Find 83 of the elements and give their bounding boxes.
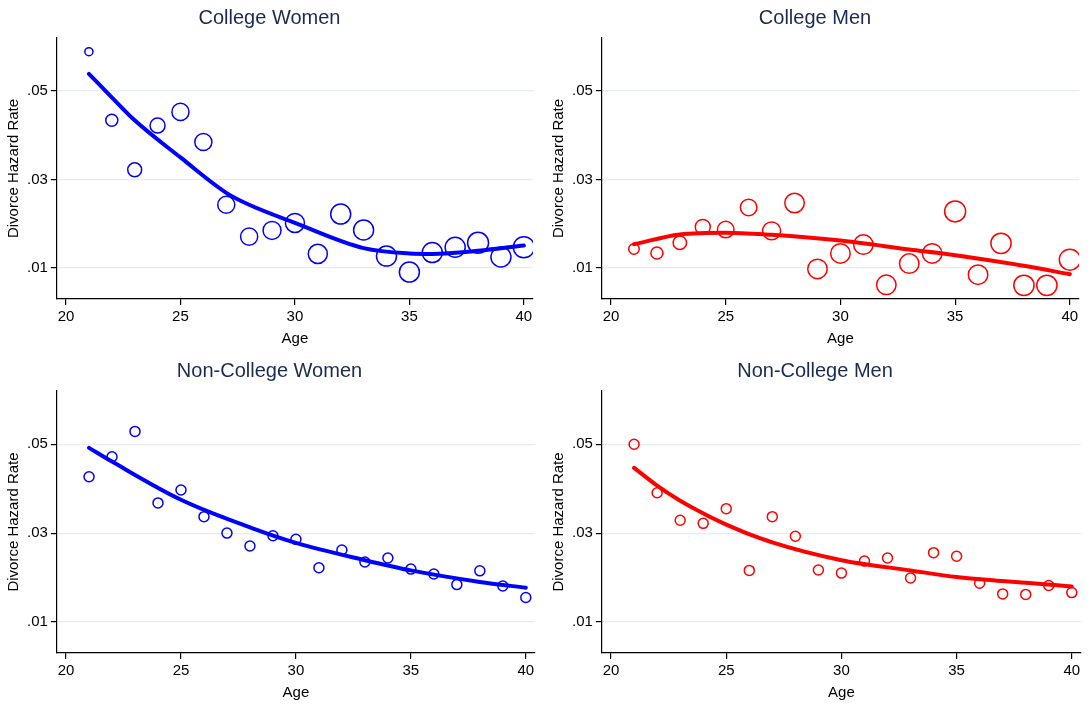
point — [497, 580, 509, 592]
point — [428, 568, 440, 580]
y-tick-label: .05 — [26, 434, 48, 452]
chart-title: College Women — [198, 5, 341, 28]
point — [950, 550, 963, 562]
y-tick-label: .05 — [26, 81, 48, 99]
point — [651, 486, 663, 499]
x-tick-label: 25 — [172, 661, 190, 679]
point — [359, 556, 371, 568]
x-tick-label: 35 — [946, 307, 964, 325]
x-axis-title: Age — [282, 683, 310, 701]
y-tick-label: .05 — [571, 434, 593, 452]
point — [175, 484, 187, 496]
y-tick-label: .05 — [571, 81, 593, 99]
x-tick-label: 40 — [1063, 661, 1081, 679]
point — [743, 564, 756, 577]
x-tick-label: 40 — [1061, 307, 1079, 325]
point — [996, 588, 1009, 600]
point — [835, 567, 848, 579]
y-tick-label: .03 — [571, 169, 593, 187]
point — [927, 546, 940, 559]
chart-title: Non-College Women — [176, 358, 363, 381]
x-tick-label: 40 — [515, 307, 533, 325]
x-tick-label: 35 — [948, 661, 965, 679]
point — [812, 564, 825, 576]
y-axis-title: Divorce Hazard Rate — [549, 98, 567, 239]
x-tick-label: 20 — [602, 661, 620, 679]
x-tick-label: 20 — [57, 661, 75, 679]
point — [290, 533, 302, 546]
point — [221, 527, 233, 539]
x-tick-label: 40 — [517, 661, 535, 679]
x-tick-label: 30 — [286, 307, 304, 325]
y-tick-label: .01 — [26, 612, 48, 630]
x-tick-label: 30 — [832, 307, 849, 325]
point — [405, 563, 417, 575]
point — [520, 591, 532, 604]
point — [382, 552, 394, 564]
point — [267, 530, 279, 542]
point — [474, 565, 486, 577]
y-axis-title: Divorce Hazard Rate — [549, 452, 567, 592]
y-axis-title: Divorce Hazard Rate — [4, 452, 22, 592]
point — [697, 517, 709, 530]
x-axis-title: Age — [828, 683, 855, 701]
y-tick-label: .03 — [26, 169, 48, 187]
y-tick-label: .03 — [26, 523, 48, 541]
y-tick-label: .01 — [571, 258, 593, 276]
x-axis-title: Age — [281, 329, 309, 347]
x-tick-label: 35 — [402, 661, 420, 679]
point — [628, 438, 640, 451]
point — [789, 530, 802, 542]
x-tick-label: 25 — [717, 661, 735, 679]
point — [106, 450, 118, 463]
x-tick-label: 25 — [172, 307, 189, 325]
y-tick-label: .01 — [571, 612, 593, 630]
point — [766, 510, 779, 523]
point — [198, 510, 210, 523]
chart-title: College Men — [758, 5, 872, 28]
x-tick-label: 30 — [287, 661, 305, 679]
x-tick-label: 20 — [602, 307, 620, 325]
point — [904, 572, 917, 584]
point — [1043, 579, 1055, 592]
point — [858, 555, 871, 567]
chart-title: Non-College Men — [737, 358, 893, 381]
y-axis-title: Divorce Hazard Rate — [4, 98, 22, 239]
point — [720, 502, 732, 515]
y-tick-label: .03 — [571, 523, 593, 541]
point — [244, 540, 256, 552]
point — [1066, 586, 1078, 599]
point — [83, 470, 95, 483]
point — [1019, 588, 1032, 601]
x-axis-title: Age — [827, 329, 854, 347]
point — [313, 561, 325, 574]
point — [451, 578, 463, 591]
x-tick-label: 35 — [401, 307, 418, 325]
point — [129, 425, 141, 438]
x-tick-label: 25 — [717, 307, 735, 325]
point — [674, 514, 686, 526]
x-tick-label: 20 — [57, 307, 75, 325]
x-tick-label: 30 — [833, 661, 850, 679]
y-tick-label: .01 — [26, 258, 48, 276]
point — [152, 497, 164, 509]
point — [881, 552, 894, 564]
line-series — [87, 445, 528, 590]
